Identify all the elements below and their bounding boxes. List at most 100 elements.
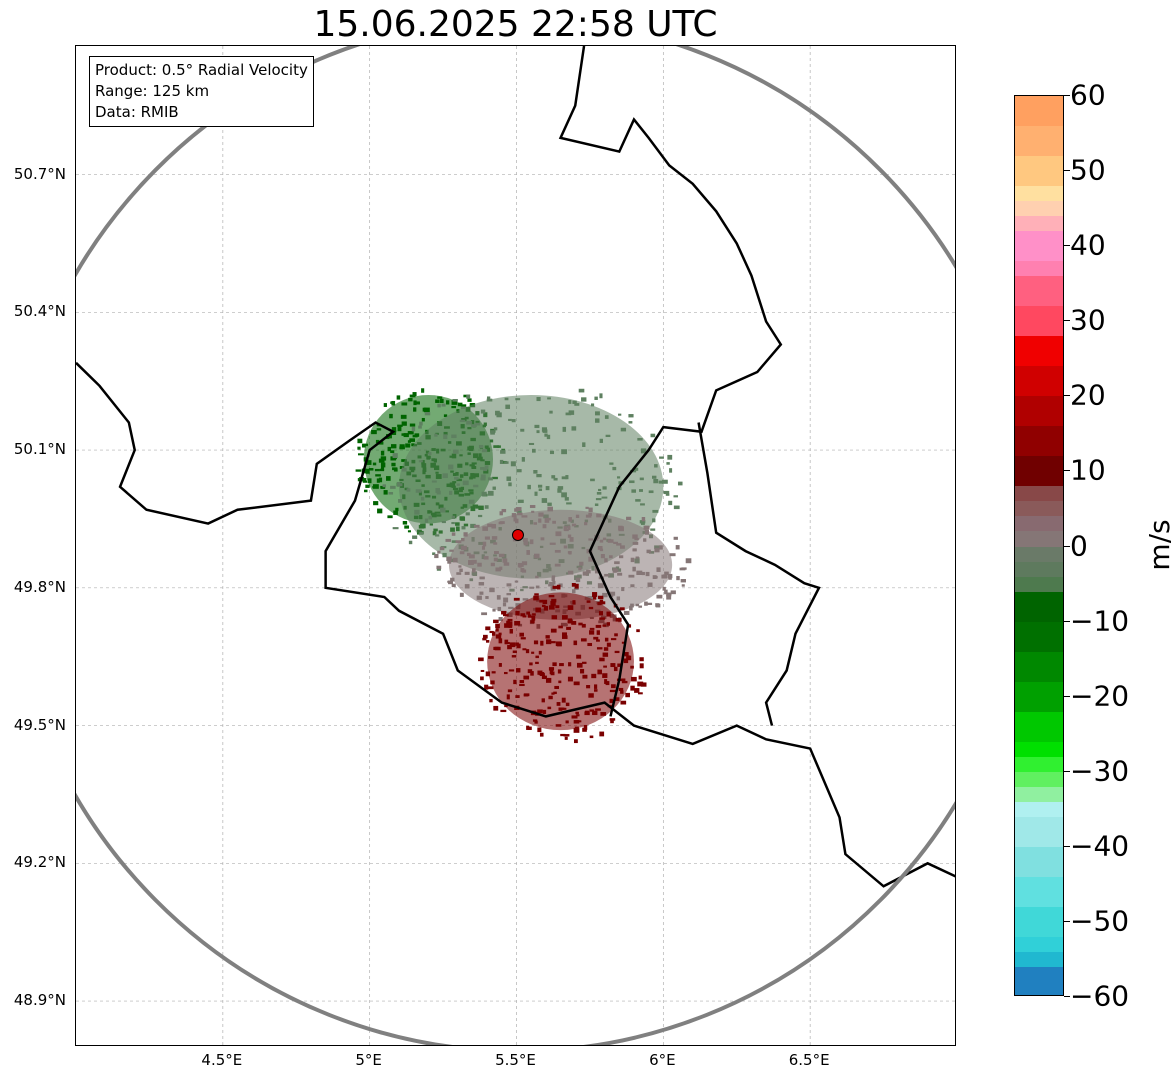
echo-speckle — [504, 704, 508, 708]
echo-speckle — [395, 507, 399, 512]
echo-speckle — [482, 541, 487, 547]
echo-speckle — [504, 397, 509, 401]
echo-speckle — [568, 551, 572, 555]
echo-speckle — [381, 486, 385, 489]
echo-speckle — [539, 732, 544, 737]
colorbar-segment — [1015, 906, 1063, 938]
echo-speckle — [603, 665, 607, 668]
echo-speckle — [620, 690, 624, 694]
echo-speckle — [630, 685, 635, 691]
colorbar-tick-mark — [1064, 320, 1070, 322]
echo-speckle — [526, 550, 530, 555]
echo-speckle — [652, 518, 656, 523]
colorbar-tick-mark — [1064, 170, 1070, 172]
echo-speckle — [555, 531, 562, 537]
echo-speckle — [567, 525, 571, 530]
echo-speckle — [451, 521, 455, 525]
echo-speckle — [483, 468, 488, 472]
echo-speckle — [548, 667, 555, 671]
echo-speckle — [479, 576, 485, 580]
echo-speckle — [556, 641, 562, 647]
echo-speckle — [625, 692, 630, 698]
echo-speckle — [628, 414, 634, 418]
echo-speckle — [451, 532, 456, 536]
echo-speckle — [498, 632, 502, 636]
echo-speckle — [506, 476, 512, 481]
echo-speckle — [501, 610, 507, 615]
echo-speckle — [504, 642, 510, 645]
echo-speckle — [435, 399, 440, 403]
echo-speckle — [495, 623, 500, 629]
echo-speckle — [588, 606, 594, 610]
echo-speckle — [514, 580, 519, 583]
echo-speckle — [629, 480, 635, 484]
echo-speckle — [455, 540, 462, 544]
echo-speckle — [463, 532, 468, 537]
echo-speckle — [563, 734, 570, 737]
echo-speckle — [521, 569, 527, 573]
colorbar-segment — [1015, 876, 1063, 908]
radar-map — [75, 45, 956, 1046]
echo-speckle — [457, 402, 463, 407]
echo-speckle — [459, 551, 465, 555]
echo-speckle — [505, 404, 511, 409]
echo-speckle — [502, 614, 509, 617]
echo-speckle — [610, 663, 616, 668]
echo-speckle — [593, 595, 597, 600]
echo-speckle — [680, 579, 686, 583]
echo-speckle — [452, 557, 458, 563]
echo-speckle — [632, 541, 639, 545]
colorbar-tick-mark — [1064, 695, 1070, 697]
echo-speckle — [605, 434, 611, 438]
echo-speckle — [591, 673, 597, 679]
echo-speckle — [563, 526, 568, 531]
echo-speckle — [568, 517, 572, 522]
echo-speckle — [621, 678, 626, 682]
echo-speckle — [480, 409, 486, 414]
echo-speckle — [561, 697, 566, 703]
echo-speckle — [503, 562, 510, 566]
echo-speckle — [506, 620, 510, 624]
echo-speckle — [636, 570, 643, 575]
echo-speckle — [593, 689, 598, 692]
echo-speckle — [456, 572, 462, 575]
echo-speckle — [492, 486, 496, 490]
echo-speckle — [372, 486, 378, 489]
colorbar-tick-mark — [1064, 395, 1070, 397]
echo-speckle — [648, 490, 654, 494]
echo-speckle — [534, 491, 538, 496]
echo-speckle — [548, 584, 554, 587]
echo-speckle — [618, 413, 622, 416]
echo-speckle — [501, 508, 507, 513]
echo-speckle — [518, 564, 522, 568]
echo-speckle — [567, 570, 574, 575]
echo-speckle — [567, 676, 573, 682]
echo-speckle — [493, 427, 498, 431]
colorbar-segment — [1015, 561, 1063, 578]
echo-speckle — [573, 681, 580, 686]
echo-speckle — [533, 640, 539, 645]
echo-speckle — [466, 394, 471, 399]
echo-speckle — [379, 468, 385, 472]
echo-speckle — [517, 512, 523, 516]
echo-speckle — [447, 558, 452, 564]
echo-speckle — [596, 639, 600, 642]
echo-speckle — [464, 571, 470, 575]
echo-speckle — [593, 636, 599, 640]
colorbar-tick-label: 60 — [1070, 78, 1106, 112]
echo-speckle — [580, 638, 587, 642]
echo-speckle — [635, 556, 639, 559]
lat-tick-label: 50.1°N — [13, 440, 66, 459]
echo-speckle — [448, 464, 454, 470]
echo-speckle — [600, 554, 605, 559]
echo-speckle — [490, 562, 495, 567]
lat-tick-label: 48.9°N — [13, 991, 66, 1010]
echo-speckle — [533, 470, 538, 474]
echo-speckle — [413, 400, 417, 406]
echo-speckle — [437, 403, 441, 408]
echo-speckle — [428, 451, 432, 456]
echo-speckle — [516, 469, 522, 473]
echo-speckle — [390, 485, 396, 489]
colorbar-segment — [1015, 516, 1063, 532]
echo-speckle — [390, 456, 397, 461]
